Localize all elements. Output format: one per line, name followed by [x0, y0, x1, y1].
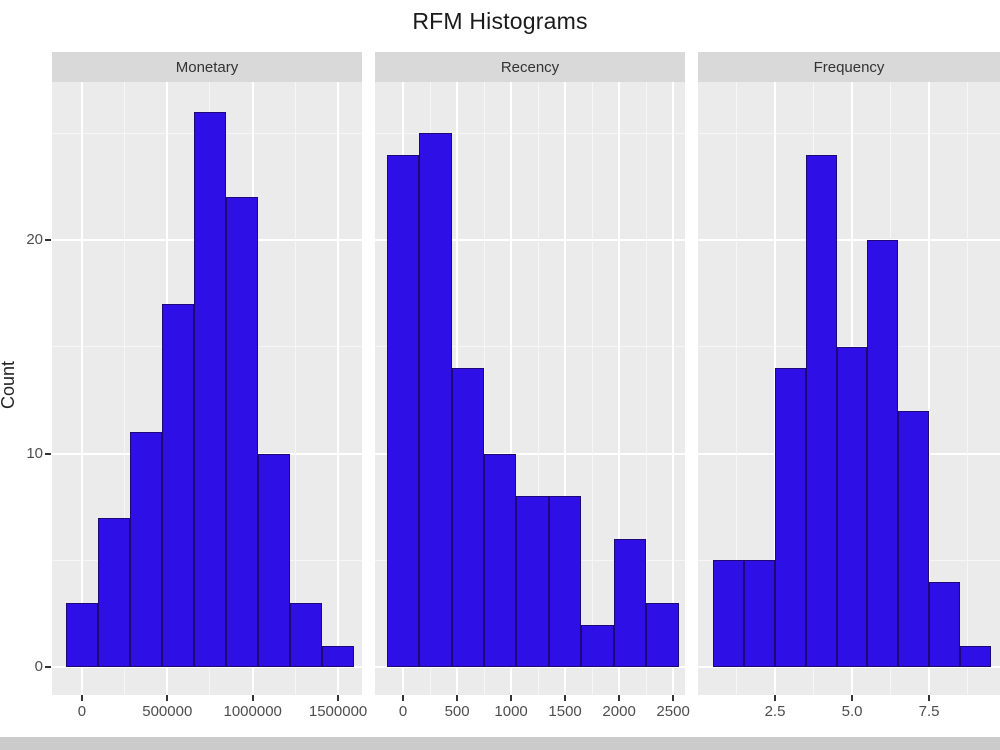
- x-tick-mark: [166, 695, 169, 701]
- histogram-bar: [959, 645, 991, 668]
- x-tick-mark: [564, 695, 567, 701]
- histogram-bar: [226, 197, 259, 668]
- gridline-minor: [124, 82, 126, 695]
- gridline-major: [52, 666, 362, 669]
- gridline-major: [510, 82, 513, 695]
- y-tick-mark: [45, 239, 51, 242]
- facet-strip-frequency: Frequency: [698, 52, 1000, 82]
- x-tick-label: 0: [77, 703, 87, 720]
- histogram-bar: [713, 560, 745, 668]
- x-tick-label: 2500: [656, 703, 690, 720]
- x-tick-mark: [510, 695, 513, 701]
- x-tick-label: 0: [398, 703, 408, 720]
- histogram-bar: [484, 453, 517, 668]
- gridline-major: [672, 82, 675, 695]
- x-tick-label: 500000: [142, 703, 193, 720]
- histogram-bar: [805, 154, 837, 668]
- histogram-bar: [97, 517, 130, 668]
- facet-strip-label: Recency: [500, 58, 560, 76]
- y-tick-label: 10: [26, 444, 43, 462]
- histogram-bar: [867, 240, 899, 668]
- facet-panel-recency: [375, 82, 685, 695]
- histogram-bar: [516, 496, 549, 668]
- histogram-bar: [322, 645, 355, 668]
- histogram-bar: [775, 368, 806, 668]
- facet-panel-monetary: [52, 82, 362, 695]
- y-tick-label: 20: [26, 231, 43, 249]
- histogram-bar: [548, 496, 582, 668]
- x-tick-label: 1500000: [308, 703, 368, 720]
- gridline-minor: [294, 82, 296, 695]
- histogram-bar: [129, 432, 162, 668]
- x-tick-label: 500: [444, 703, 470, 720]
- gridline-minor: [537, 82, 539, 695]
- gridline-major: [337, 82, 340, 695]
- gridline-major: [80, 82, 83, 695]
- histogram-bar: [646, 603, 679, 668]
- histogram-bar: [744, 560, 776, 668]
- y-tick-mark: [45, 666, 51, 669]
- gridline-major: [375, 239, 685, 242]
- bottom-band: [0, 737, 1000, 750]
- x-tick-mark: [456, 695, 459, 701]
- gridline-major: [375, 666, 685, 669]
- facet-strip-monetary: Monetary: [52, 52, 362, 82]
- gridline-minor: [375, 132, 685, 134]
- gridline-minor: [967, 82, 969, 695]
- gridline-minor: [736, 82, 738, 695]
- y-tick-label: 0: [34, 658, 43, 676]
- x-tick-mark: [80, 695, 83, 701]
- x-tick-mark: [337, 695, 340, 701]
- histogram-bar: [898, 410, 930, 668]
- histogram-bar: [258, 453, 291, 668]
- x-tick-label: 1500: [548, 703, 582, 720]
- chart-title: RFM Histograms: [412, 8, 588, 34]
- x-tick-label: 2.5: [764, 703, 786, 720]
- gridline-minor: [698, 132, 1000, 134]
- histogram-bar: [161, 304, 194, 668]
- x-tick-mark: [402, 695, 405, 701]
- x-tick-label: 2000: [602, 703, 636, 720]
- x-tick-mark: [618, 695, 621, 701]
- histogram-bar: [581, 624, 614, 668]
- histogram-bar: [613, 539, 647, 668]
- histogram-bar: [290, 603, 323, 668]
- x-tick-mark: [851, 695, 854, 701]
- histogram-bar: [929, 581, 960, 668]
- x-tick-label: 1000: [494, 703, 528, 720]
- x-tick-label: 7.5: [918, 703, 940, 720]
- facet-panel-frequency: [698, 82, 1000, 695]
- histogram-bar: [386, 154, 420, 668]
- histogram-bar: [65, 603, 98, 668]
- facet-strip-label: Frequency: [813, 58, 885, 76]
- y-axis-title: Count: [0, 360, 18, 410]
- histogram-bar: [836, 346, 868, 668]
- gridline-major: [375, 452, 685, 455]
- y-tick-mark: [45, 452, 51, 455]
- histogram-bar: [451, 368, 485, 668]
- gridline-minor: [483, 82, 485, 695]
- histogram-bar: [419, 133, 452, 668]
- x-tick-mark: [672, 695, 675, 701]
- gridline-minor: [375, 346, 685, 348]
- gridline-major: [618, 82, 621, 695]
- x-tick-mark: [251, 695, 254, 701]
- x-tick-label: 5.0: [841, 703, 863, 720]
- x-tick-label: 1000000: [223, 703, 282, 720]
- gridline-major: [564, 82, 567, 695]
- facet-strip-label: Monetary: [175, 58, 239, 76]
- gridline-major: [928, 82, 931, 695]
- gridline-major: [698, 239, 1000, 242]
- facet-strip-recency: Recency: [375, 52, 685, 82]
- histogram-bar: [193, 111, 226, 668]
- x-tick-mark: [928, 695, 931, 701]
- gridline-major: [698, 666, 1000, 669]
- x-tick-mark: [774, 695, 777, 701]
- gridline-minor: [645, 82, 647, 695]
- gridline-minor: [591, 82, 593, 695]
